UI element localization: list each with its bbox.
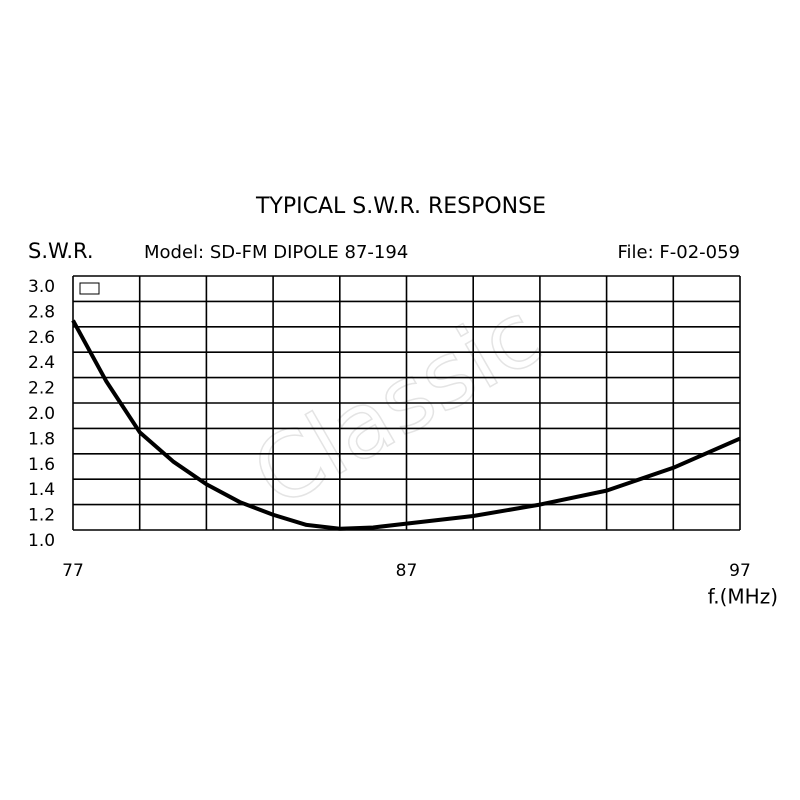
y-tick-label: 2.8 bbox=[28, 302, 55, 322]
y-tick-label: 1.4 bbox=[28, 480, 55, 500]
y-tick-label: 1.6 bbox=[28, 455, 55, 475]
y-tick-label: 1.2 bbox=[28, 506, 55, 526]
y-tick-label: 2.6 bbox=[28, 328, 55, 348]
x-tick-label: 97 bbox=[729, 561, 751, 581]
y-tick-label: 2.2 bbox=[28, 379, 55, 399]
watermark: Classic bbox=[236, 282, 558, 529]
subtitle: Model: SD-FM DIPOLE 87-194 bbox=[144, 242, 408, 263]
line-series bbox=[71, 319, 741, 531]
y-tick-label: 1.8 bbox=[28, 429, 55, 449]
y-axis-title: S.W.R. bbox=[28, 239, 94, 263]
y-tick-label: 2.0 bbox=[28, 404, 55, 424]
y-tick-label: 2.4 bbox=[28, 353, 55, 373]
x-tick-label: 77 bbox=[62, 561, 84, 581]
y-tick-label: 3.0 bbox=[28, 277, 55, 297]
x-tick-label: 87 bbox=[396, 561, 418, 581]
x-axis-title: f.(MHz) bbox=[708, 585, 778, 609]
y-tick-label: 1.0 bbox=[28, 531, 55, 551]
chart-title: TYPICAL S.W.R. RESPONSE bbox=[255, 194, 546, 219]
logo-icon bbox=[79, 282, 100, 295]
file-label: File: F-02-059 bbox=[617, 242, 740, 263]
